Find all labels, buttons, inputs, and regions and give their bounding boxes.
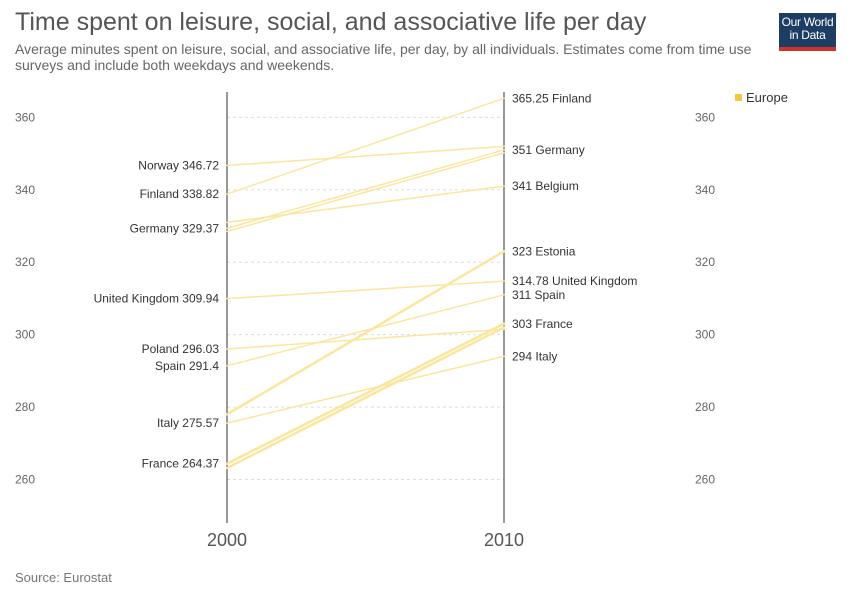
series-line-norway [226,145,505,167]
label-start-poland: Poland 296.03 [142,342,220,356]
y-tick-label-right: 320 [695,255,715,269]
y-tick-label-left: 340 [15,183,35,197]
label-start-italy: Italy 275.57 [157,416,219,430]
source-note[interactable]: Source: Eurostat [15,570,112,585]
logo-line-1: Our World [781,15,834,29]
series-line-estonia [225,250,506,416]
y-tick-label-right: 260 [695,473,715,487]
y-tick-label-right: 360 [695,110,715,124]
label-end-united-kingdom: 314.78 United Kingdom [512,274,637,288]
x-label-end: 2010 [484,530,524,550]
label-end-spain: 311 Spain [512,288,565,302]
label-start-finland: Finland 338.82 [140,187,220,201]
label-end-estonia: 323 Estonia [512,244,576,258]
series-line-united-kingdom [226,280,505,300]
y-tick-label-right: 340 [695,183,715,197]
series-line-germany [226,149,505,230]
logo-line-2: in Data [789,28,826,42]
chart-subtitle: Average minutes spent on leisure, social… [15,41,752,73]
y-tick-label-left: 280 [15,400,35,414]
legend-label-europe: Europe [746,90,788,105]
y-tick-label-left: 360 [15,110,35,124]
x-label-start: 2000 [207,530,247,550]
label-end-germany: 351 Germany [512,143,585,157]
y-tick-label-right: 300 [695,328,715,342]
y-tick-label-left: 260 [15,473,35,487]
series-line-france [225,326,506,470]
label-start-france: France 264.37 [142,457,220,471]
series-line-belgium [226,185,505,224]
label-start-united-kingdom: United Kingdom 309.94 [94,292,220,306]
label-end-italy: 294 Italy [512,349,557,363]
label-start-germany: Germany 329.37 [130,221,220,235]
series-line-spain [226,294,505,367]
label-end-finland: 365.25 Finland [512,91,591,105]
y-tick-label-right: 280 [695,400,715,414]
series-line-france [225,322,506,465]
chart-title: Time spent on leisure, social, and assoc… [15,8,647,36]
owid-logo[interactable]: Our World in Data [779,13,836,51]
label-end-belgium: 341 Belgium [512,179,579,193]
label-start-norway: Norway 346.72 [138,158,219,172]
legend-swatch-europe [735,94,742,101]
label-start-spain: Spain 291.4 [155,359,219,373]
series-line-poland [226,328,505,350]
series-line-finland [226,97,505,195]
y-tick-label-left: 320 [15,255,35,269]
series-line-germany [226,152,505,233]
series-line-italy [226,355,505,424]
y-tick-label-left: 300 [15,328,35,342]
label-end-france: 303 France [512,317,573,331]
